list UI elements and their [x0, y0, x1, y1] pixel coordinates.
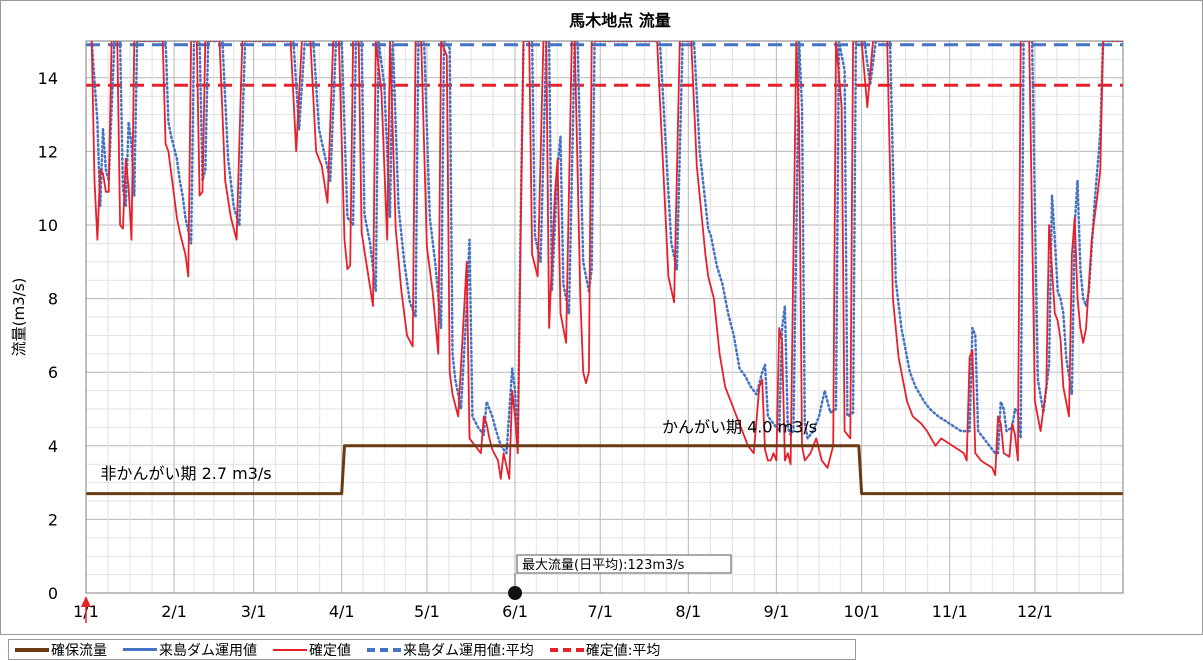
legend-swatch — [367, 647, 401, 652]
legend-label: 確定値:平均 — [585, 642, 661, 659]
annotation-irrigation: かんがい期 4.0 m3/s — [662, 417, 817, 436]
legend-item: 確定値 — [273, 640, 351, 660]
annotation-max-flow: 最大流量(日平均):123m3/s — [522, 558, 685, 573]
x-tick-label: 3/1 — [241, 602, 267, 621]
x-tick-label: 10/1 — [844, 602, 880, 621]
legend: 確保流量 来島ダム運用値 確定値 来島ダム運用値:平均 確定値:平均 — [8, 639, 856, 660]
legend-swatch — [273, 648, 307, 651]
y-tick-label: 10 — [38, 216, 58, 235]
y-axis-ticks: 0 2 4 6 8 10 12 14 — [38, 69, 58, 603]
legend-item: 来島ダム運用値 — [123, 640, 257, 660]
legend-item: 来島ダム運用値:平均 — [367, 640, 534, 660]
annotation-non-irrigation: 非かんがい期 2.7 m3/s — [101, 464, 272, 483]
y-tick-label: 4 — [48, 437, 58, 456]
x-tick-label: 11/1 — [932, 602, 968, 621]
x-tick-label: 9/1 — [764, 602, 790, 621]
series-layer — [86, 41, 1123, 496]
x-tick-label: 4/1 — [329, 602, 355, 621]
y-tick-label: 2 — [48, 510, 58, 529]
series-secured-flow — [86, 444, 1123, 496]
legend-label: 来島ダム運用値 — [159, 642, 257, 659]
legend-item: 確保流量 — [15, 640, 107, 660]
x-tick-label: 2/1 — [161, 602, 187, 621]
start-arrow-icon — [81, 596, 91, 607]
annotations: 非かんがい期 2.7 m3/s かんがい期 4.0 m3/s 最大流量(日平均):1… — [81, 417, 817, 623]
max-flow-callout-box — [516, 554, 732, 574]
legend-label: 確定値 — [309, 642, 351, 659]
x-tick-label: 6/1 — [502, 602, 528, 621]
max-flow-marker — [508, 586, 523, 600]
legend-swatch — [549, 647, 584, 652]
legend-swatch — [15, 647, 49, 652]
legend-swatch — [123, 648, 157, 651]
x-tick-label: 7/1 — [587, 602, 613, 621]
y-tick-label: 0 — [48, 584, 58, 603]
y-tick-label: 14 — [38, 69, 58, 88]
x-axis-ticks: 1/1 2/1 3/1 4/1 5/1 6/1 7/1 8/1 9/1 10/1 11/1 12/1 — [73, 602, 1053, 621]
y-tick-label: 6 — [48, 363, 58, 382]
plot-border — [85, 40, 1124, 594]
legend-label: 確保流量 — [51, 642, 107, 659]
y-tick-label: 12 — [38, 142, 58, 161]
x-tick-label: 8/1 — [675, 602, 701, 621]
y-tick-label: 8 — [48, 290, 58, 309]
legend-label: 来島ダム運用値:平均 — [403, 642, 534, 659]
chart-title: 馬木地点 流量 — [569, 11, 671, 30]
legend-item: 確定値:平均 — [549, 640, 661, 660]
series-confirmed — [90, 41, 1123, 480]
x-tick-label: 5/1 — [414, 602, 440, 621]
series-dam-operation — [90, 41, 1123, 455]
y-axis-label: 流量(m3/s) — [10, 278, 28, 357]
x-tick-label: 12/1 — [1017, 602, 1053, 621]
